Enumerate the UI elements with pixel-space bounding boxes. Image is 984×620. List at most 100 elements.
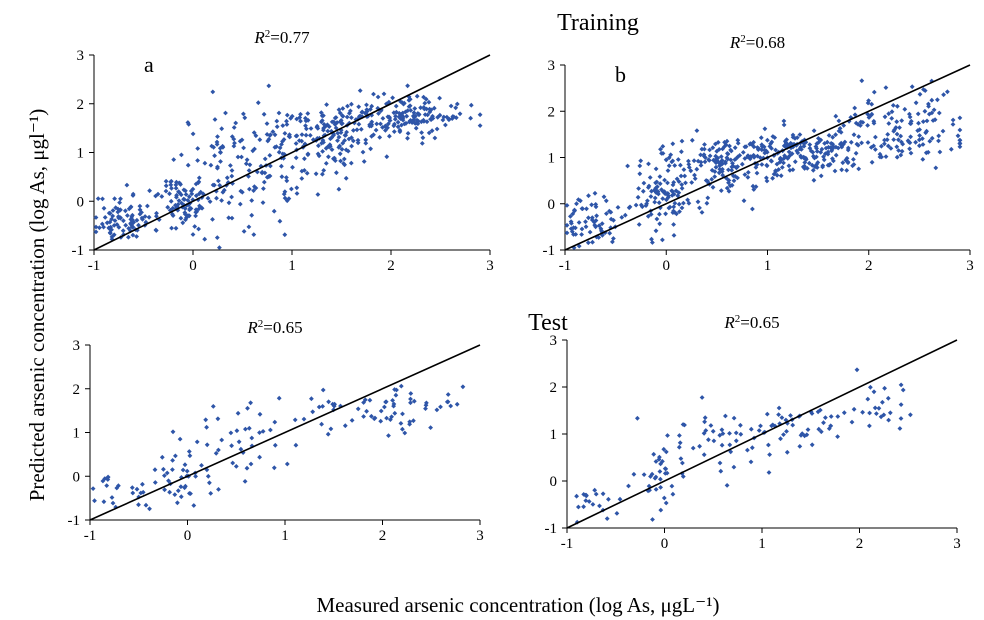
data-point bbox=[316, 153, 322, 159]
data-point bbox=[310, 409, 316, 415]
data-point bbox=[320, 404, 325, 409]
data-point bbox=[727, 183, 733, 189]
data-point bbox=[321, 127, 326, 133]
data-point bbox=[685, 197, 690, 203]
data-point bbox=[444, 399, 450, 405]
data-point bbox=[731, 178, 737, 184]
data-point bbox=[889, 116, 895, 121]
data-point bbox=[105, 474, 111, 480]
data-point bbox=[378, 418, 384, 424]
data-point bbox=[242, 479, 248, 484]
data-point bbox=[251, 130, 257, 135]
data-point bbox=[852, 105, 858, 111]
data-point bbox=[288, 115, 294, 121]
data-point bbox=[193, 193, 199, 199]
data-point bbox=[766, 470, 772, 475]
data-point bbox=[579, 232, 584, 237]
data-point bbox=[923, 130, 929, 136]
data-point bbox=[214, 235, 220, 240]
data-point bbox=[830, 134, 836, 140]
data-point bbox=[709, 176, 715, 182]
data-point bbox=[368, 107, 373, 112]
data-point bbox=[833, 132, 838, 138]
panel-test-b: -1 0 1 2 3 -1 0 1 2 3 R2=0.65 bbox=[545, 313, 961, 552]
data-point bbox=[412, 106, 418, 111]
data-point bbox=[679, 185, 685, 191]
data-point bbox=[603, 198, 609, 204]
data-point bbox=[873, 134, 878, 140]
data-point bbox=[398, 421, 404, 426]
data-point bbox=[640, 188, 646, 194]
data-point bbox=[170, 429, 176, 435]
data-point bbox=[678, 456, 684, 461]
data-point bbox=[175, 500, 180, 506]
x-tick-label: 0 bbox=[663, 258, 671, 274]
data-point bbox=[957, 115, 963, 121]
data-point bbox=[828, 414, 834, 419]
data-point bbox=[737, 153, 743, 158]
data-point bbox=[708, 423, 714, 428]
data-point bbox=[434, 126, 440, 132]
data-point bbox=[748, 426, 754, 432]
data-point bbox=[221, 187, 227, 193]
data-point bbox=[107, 219, 113, 225]
data-point bbox=[152, 467, 158, 473]
data-point bbox=[112, 218, 118, 223]
data-point bbox=[257, 454, 262, 460]
data-point bbox=[385, 125, 390, 131]
data-point bbox=[647, 175, 653, 180]
data-point bbox=[717, 460, 723, 466]
data-point bbox=[654, 179, 660, 185]
data-point bbox=[806, 160, 812, 166]
data-point bbox=[568, 214, 573, 219]
data-point bbox=[725, 156, 731, 162]
data-point bbox=[564, 222, 570, 228]
data-point bbox=[860, 409, 865, 415]
data-point bbox=[434, 407, 440, 413]
data-point bbox=[195, 158, 200, 163]
data-point bbox=[658, 461, 663, 467]
data-point bbox=[925, 149, 931, 155]
data-point bbox=[182, 206, 188, 211]
data-point bbox=[690, 445, 696, 451]
data-point bbox=[681, 167, 687, 172]
data-point bbox=[576, 243, 582, 249]
data-point bbox=[897, 426, 903, 431]
data-point bbox=[818, 149, 824, 155]
panel-letter: a bbox=[144, 52, 154, 77]
data-point bbox=[718, 159, 724, 165]
data-point bbox=[242, 115, 248, 121]
data-point bbox=[109, 216, 114, 222]
data-point bbox=[400, 117, 406, 123]
y-tick-label: 2 bbox=[73, 382, 81, 398]
data-point bbox=[235, 410, 241, 416]
data-point bbox=[637, 163, 643, 169]
data-point bbox=[378, 408, 384, 414]
data-point bbox=[701, 452, 707, 458]
data-point bbox=[723, 159, 728, 165]
data-point bbox=[407, 97, 413, 102]
data-point bbox=[941, 92, 946, 98]
data-point bbox=[694, 128, 700, 133]
data-point bbox=[374, 121, 380, 127]
data-point bbox=[180, 467, 186, 473]
data-point bbox=[702, 146, 707, 152]
data-point bbox=[173, 453, 178, 459]
data-point bbox=[735, 140, 741, 146]
data-point bbox=[908, 412, 913, 418]
data-point bbox=[617, 496, 623, 502]
data-point bbox=[219, 198, 224, 203]
data-point bbox=[267, 153, 273, 158]
data-point bbox=[635, 415, 640, 421]
data-point bbox=[672, 163, 678, 168]
data-point bbox=[885, 132, 891, 137]
data-point bbox=[935, 97, 940, 103]
data-point bbox=[266, 136, 272, 142]
points-group bbox=[93, 83, 483, 250]
data-point bbox=[735, 137, 741, 143]
data-point bbox=[152, 480, 158, 485]
data-point bbox=[724, 483, 730, 488]
data-point bbox=[335, 130, 341, 136]
data-point bbox=[262, 156, 268, 162]
data-point bbox=[354, 127, 360, 133]
